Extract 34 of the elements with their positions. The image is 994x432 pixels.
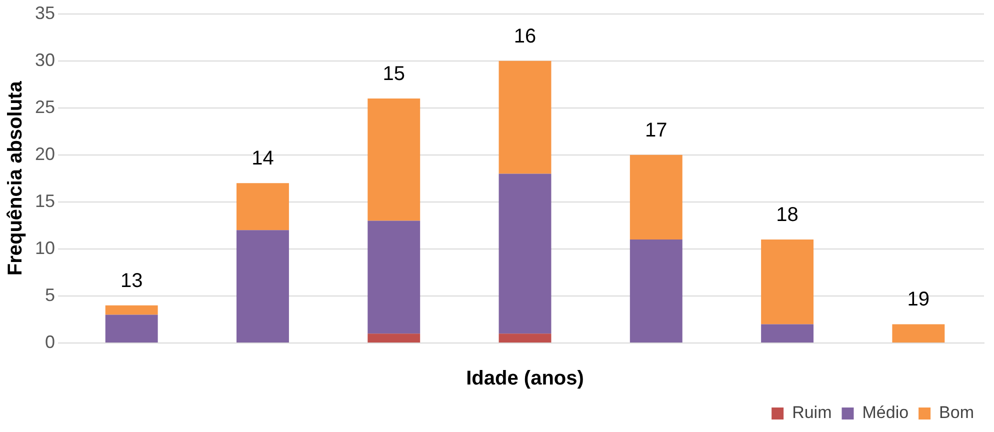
y-tick-label: 10 — [34, 238, 56, 258]
legend-label: Médio — [862, 403, 909, 422]
y-tick-label: 35 — [34, 2, 56, 23]
bar — [236, 183, 289, 230]
bar — [498, 60, 552, 174]
bar — [236, 230, 289, 342]
y-axis-title: Frequência absoluta — [4, 80, 27, 276]
bar — [368, 334, 420, 342]
bar — [105, 305, 158, 315]
y-tick-label: 20 — [34, 144, 56, 164]
bar — [368, 98, 420, 221]
bar — [892, 324, 945, 342]
bar — [368, 220, 420, 334]
y-tick-label: 25 — [34, 96, 56, 117]
bar — [498, 334, 552, 342]
bar — [105, 314, 158, 342]
y-tick-label: 30 — [34, 50, 56, 70]
x-tick-label: 18 — [776, 204, 798, 226]
x-tick-label: 16 — [514, 25, 536, 48]
legend-label: Bom — [939, 403, 974, 422]
bar — [761, 240, 814, 324]
x-tick-label: 17 — [645, 119, 668, 142]
bar — [761, 324, 814, 342]
bar — [630, 240, 682, 342]
bar — [630, 154, 682, 240]
y-tick-label: 0 — [45, 332, 56, 352]
y-tick-label: 5 — [45, 284, 56, 305]
x-tick-label: 13 — [120, 270, 143, 292]
x-axis-title: Idade (anos) — [466, 368, 584, 390]
bar — [498, 174, 552, 334]
y-tick-label: 15 — [34, 190, 56, 211]
x-tick-label: 19 — [907, 288, 930, 311]
legend-label: Ruim — [792, 403, 832, 422]
x-tick-label: 14 — [252, 148, 274, 170]
